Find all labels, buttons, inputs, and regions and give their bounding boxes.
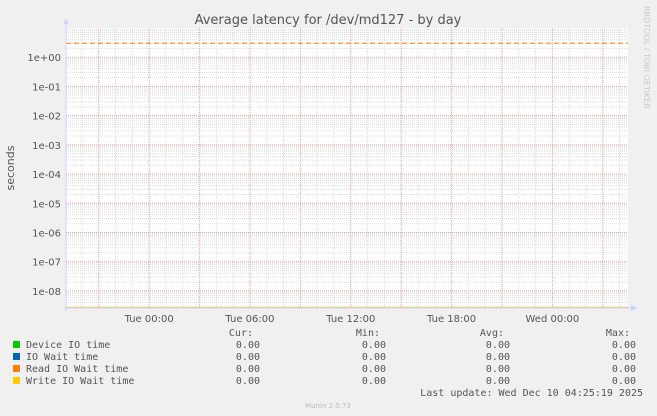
legend-value-max: 0.00	[612, 376, 636, 387]
legend-header-avg: Avg:	[480, 328, 504, 339]
legend-swatch	[13, 341, 20, 348]
legend-value-avg: 0.00	[486, 340, 510, 351]
legend-value-min: 0.00	[362, 340, 386, 351]
x-axis-arrow	[631, 305, 637, 311]
y-tick-label: 1e-02	[32, 112, 61, 123]
legend-value-avg: 0.00	[486, 352, 510, 363]
legend-series-name: Read IO Wait time	[26, 364, 128, 375]
legend-series-name: Write IO Wait time	[26, 376, 134, 387]
legend-header-cur: Cur:	[229, 328, 253, 339]
legend-value-max: 0.00	[612, 364, 636, 375]
x-tick-label: Tue 12:00	[325, 314, 375, 325]
y-tick-label: 1e-05	[32, 199, 61, 210]
y-tick-label: 1e-08	[32, 287, 61, 298]
x-tick-label: Wed 00:00	[525, 314, 579, 325]
legend-swatch	[13, 353, 20, 360]
y-tick-label: 1e-04	[32, 170, 61, 181]
legend-value-avg: 0.00	[486, 364, 510, 375]
x-tick-label: Tue 06:00	[224, 314, 274, 325]
legend-swatch	[13, 365, 20, 372]
y-tick-label: 1e-01	[32, 82, 61, 93]
chart-title: Average latency for /dev/md127 - by day	[195, 13, 462, 28]
y-axis-label: seconds	[4, 145, 17, 190]
legend-series-name: IO Wait time	[26, 352, 98, 363]
legend-value-min: 0.00	[362, 364, 386, 375]
legend-value-avg: 0.00	[486, 376, 510, 387]
legend-value-max: 0.00	[612, 352, 636, 363]
y-tick-label: 1e-03	[32, 141, 61, 152]
legend-value-min: 0.00	[362, 352, 386, 363]
last-update: Last update: Wed Dec 10 04:25:19 2025	[420, 388, 643, 399]
y-tick-label: 1e-07	[32, 258, 61, 269]
footer-version: Munin 2.0.73	[305, 402, 351, 410]
watermark: RRDTOOL / TOBI OETIKER	[642, 6, 651, 109]
legend-value-cur: 0.00	[236, 340, 260, 351]
legend-value-max: 0.00	[612, 340, 636, 351]
legend-header-min: Min:	[356, 328, 380, 339]
x-tick-label: Tue 00:00	[124, 314, 174, 325]
legend-value-cur: 0.00	[236, 352, 260, 363]
legend-value-cur: 0.00	[236, 364, 260, 375]
x-tick-label: Tue 18:00	[426, 314, 476, 325]
legend-value-min: 0.00	[362, 376, 386, 387]
y-axis-arrow	[63, 18, 69, 24]
legend-value-cur: 0.00	[236, 376, 260, 387]
legend-swatch	[13, 377, 20, 384]
y-tick-label: 1e+00	[27, 53, 61, 64]
legend-header-max: Max:	[606, 328, 630, 339]
y-tick-label: 1e-06	[32, 228, 61, 239]
legend-series-name: Device IO time	[26, 340, 110, 351]
